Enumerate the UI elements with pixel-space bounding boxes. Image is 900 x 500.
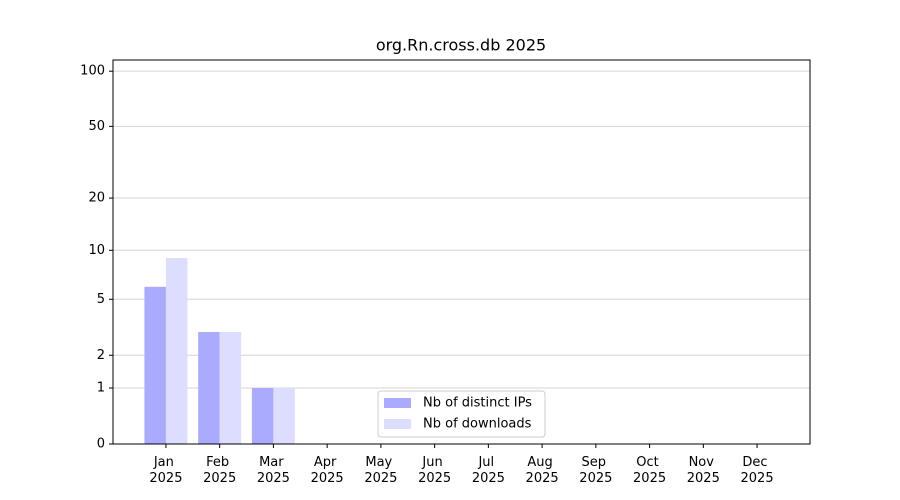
y-tick-label: 10 [88,243,105,258]
bar [198,332,220,444]
legend-label: Nb of downloads [423,417,532,432]
bar [219,332,242,444]
x-tick-label: Sep 2025 [579,455,612,486]
chart-title: org.Rn.cross.db 2025 [376,36,546,55]
x-tick-label: Apr 2025 [311,455,344,486]
legend-swatch [384,419,411,429]
x-tick-label: Jul 2025 [472,455,505,486]
x-tick-label: May 2025 [364,455,397,486]
x-tick-label: Jan 2025 [149,455,182,486]
legend-label: Nb of distinct IPs [423,396,532,411]
x-tick-label: Oct 2025 [633,455,666,486]
x-tick-label: Jun 2025 [418,455,451,486]
x-tick-label: Nov 2025 [687,455,720,486]
legend-box [377,390,546,438]
y-tick-label: 2 [97,348,105,363]
y-tick-label: 100 [80,64,105,79]
y-tick-label: 1 [97,381,105,396]
y-tick-label: 20 [88,191,105,206]
x-tick-label: Feb 2025 [203,455,236,486]
x-tick-label: Aug 2025 [526,455,559,486]
y-tick-label: 0 [97,437,105,452]
plot-frame [112,59,811,445]
bar [251,388,274,444]
bar [144,286,166,444]
legend-swatch [384,398,411,408]
x-tick-label: Mar 2025 [257,455,290,486]
bar [273,388,295,444]
y-tick-label: 5 [97,292,105,307]
y-tick-label: 50 [88,119,105,134]
bar [165,257,188,444]
x-tick-label: Dec 2025 [741,455,774,486]
